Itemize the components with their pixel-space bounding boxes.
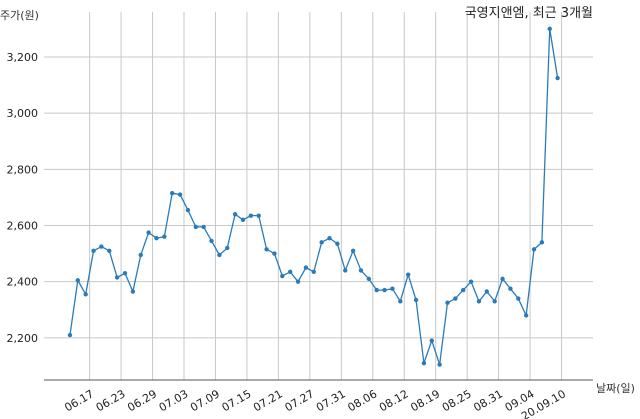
data-point: [350, 248, 356, 253]
data-point: [531, 247, 537, 252]
data-point: [311, 269, 316, 275]
data-point: [539, 240, 545, 245]
x-tick-label: 08.19: [408, 387, 442, 414]
data-point: [99, 244, 104, 249]
data-point: [280, 273, 285, 279]
data-point: [122, 271, 128, 276]
data-point: [162, 234, 167, 239]
x-tick-label: 08.31: [471, 387, 505, 414]
series-area: [67, 26, 560, 367]
x-tick-label: 06.17: [62, 387, 96, 414]
x-tick-label: 07.27: [283, 387, 317, 414]
data-point: [421, 360, 427, 366]
x-tick-label: 07.09: [188, 387, 222, 414]
data-point: [287, 269, 293, 275]
data-point: [461, 287, 466, 293]
data-point: [516, 296, 521, 301]
data-point: [240, 217, 246, 223]
x-tick-label: 06.23: [94, 387, 128, 414]
data-point: [508, 286, 513, 291]
data-point: [358, 268, 364, 273]
data-point: [217, 252, 222, 258]
y-tick-label: 2,200: [7, 332, 39, 345]
series-line: [69, 28, 559, 365]
data-point: [185, 207, 191, 213]
y-tick-labels: 2,200 2,400 2,600 2,800 3,000 3,200: [7, 51, 39, 345]
data-point: [343, 268, 348, 273]
data-point: [209, 238, 214, 244]
data-point: [248, 213, 254, 218]
x-tick-label: 08.25: [440, 387, 474, 414]
data-point: [83, 292, 88, 297]
y-tick-label: 2,400: [7, 276, 39, 289]
data-point: [476, 299, 482, 304]
data-point: [256, 213, 261, 218]
data-point: [91, 248, 96, 253]
data-point: [500, 276, 505, 282]
data-point: [75, 278, 81, 283]
x-axis-label: 날짜(일): [596, 381, 635, 395]
y-tick-label: 3,200: [7, 51, 39, 64]
data-point: [272, 251, 277, 256]
data-point: [67, 332, 73, 338]
x-tick-label: 07.21: [251, 387, 285, 414]
data-point: [468, 279, 474, 284]
data-point: [390, 286, 395, 291]
y-tick-label: 2,800: [7, 163, 39, 176]
data-point: [319, 240, 324, 245]
data-point: [547, 26, 552, 32]
data-point: [492, 299, 497, 304]
x-tick-label: 08.12: [377, 387, 411, 414]
x-tick-labels: 06.1706.2306.2907.0307.0907.1507.2107.27…: [62, 387, 568, 419]
x-tick-label: 08.06: [345, 387, 379, 414]
data-point: [264, 247, 269, 252]
data-point: [437, 362, 442, 367]
x-tick-label: 07.03: [157, 387, 191, 414]
x-tick-label: 07.15: [220, 387, 254, 414]
data-point: [374, 287, 379, 293]
data-point: [555, 75, 560, 81]
data-point: [523, 313, 529, 318]
data-point: [382, 287, 387, 293]
data-point: [114, 275, 120, 280]
data-point: [303, 265, 309, 270]
grid-lines: [44, 12, 593, 380]
data-point: [170, 190, 175, 196]
data-point: [445, 300, 450, 305]
data-point: [398, 299, 403, 304]
data-point: [405, 272, 411, 277]
data-point: [225, 245, 230, 251]
data-point: [177, 192, 183, 197]
data-point: [138, 252, 143, 258]
data-point: [154, 235, 159, 241]
data-point: [327, 235, 332, 241]
data-point: [429, 338, 434, 343]
x-tick-label: 07.31: [314, 387, 348, 414]
y-tick-label: 3,000: [7, 107, 39, 120]
data-point: [295, 279, 301, 284]
data-point: [201, 224, 206, 230]
chart-title: 국영지앤엠, 최근 3개월: [465, 6, 593, 21]
y-axis-label: 주가(원): [0, 9, 39, 22]
data-point: [484, 289, 490, 294]
y-tick-label: 2,600: [7, 219, 39, 232]
data-point: [146, 230, 151, 235]
data-point: [193, 224, 198, 230]
data-point: [107, 248, 112, 253]
data-point: [413, 297, 419, 303]
data-point: [453, 296, 458, 301]
data-point: [232, 212, 238, 217]
data-point: [366, 276, 372, 282]
data-point: [130, 289, 136, 294]
data-point: [335, 241, 340, 246]
x-tick-label: 06.29: [125, 387, 159, 414]
